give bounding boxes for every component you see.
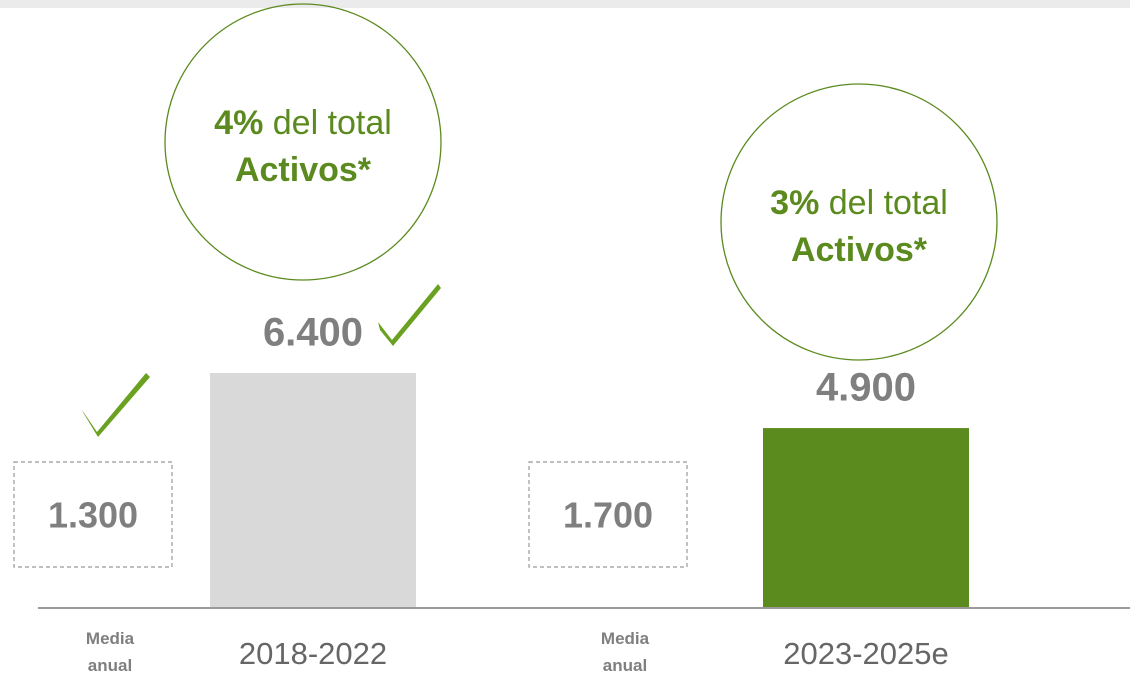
share-text: del total — [273, 104, 392, 142]
top-strip — [0, 0, 1130, 8]
x-tick-label: 2018-2022 — [239, 636, 387, 671]
share-circle — [720, 83, 998, 361]
check-mark — [82, 373, 150, 437]
share-bold: Activos* — [791, 231, 928, 269]
average-label-line: anual — [88, 656, 132, 675]
average-value: 1.300 — [48, 495, 138, 536]
bar — [763, 428, 969, 608]
average-box — [13, 461, 173, 568]
share-line: 3% del total — [770, 184, 948, 222]
check-mark — [378, 284, 441, 346]
average-label-line: Media — [86, 629, 135, 648]
bar — [210, 373, 416, 608]
average-value: 1.700 — [563, 495, 653, 536]
share-space — [263, 104, 272, 142]
average-label-line: anual — [603, 656, 647, 675]
share-percent: 4% — [214, 104, 263, 142]
x-tick-label: 2023-2025e — [783, 636, 949, 671]
average-label-line: Media — [601, 629, 650, 648]
average-box — [528, 461, 688, 568]
share-space — [819, 184, 828, 222]
share-line: 4% del total — [214, 104, 392, 142]
share-circle — [164, 3, 442, 281]
share-percent: 3% — [770, 184, 819, 222]
share-bold: Activos* — [235, 151, 372, 189]
share-text: del total — [829, 184, 948, 222]
average-label: Media anual — [86, 629, 135, 675]
value-label: 4.900 — [816, 366, 916, 410]
value-label: 6.400 — [263, 311, 363, 355]
average-label: Media anual — [601, 629, 650, 675]
